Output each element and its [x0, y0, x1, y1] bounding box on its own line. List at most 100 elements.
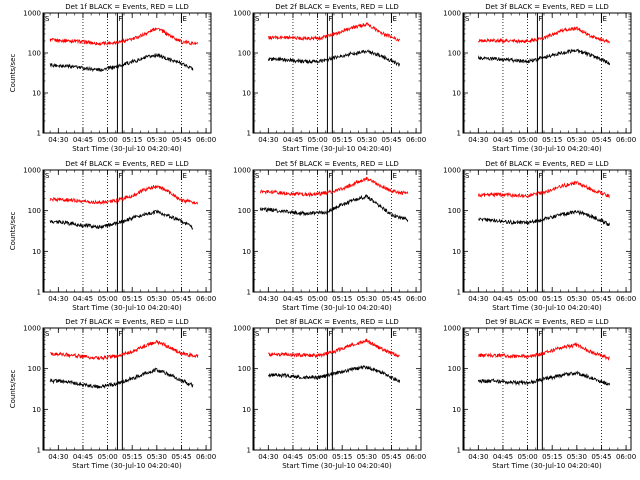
events-rate-line: [259, 193, 409, 223]
x-axis-label: Start Time (30-Jul-10 04:20:40): [492, 145, 602, 153]
x-tick-label: 05:45: [381, 453, 401, 461]
x-tick-label: 05:00: [97, 136, 117, 144]
x-tick-label: 04:45: [73, 295, 93, 303]
x-tick-label: 05:30: [567, 295, 587, 303]
lld-rate-line: [259, 176, 409, 198]
x-tick-label: 04:30: [468, 136, 488, 144]
y-tick-label: 1: [247, 130, 251, 138]
x-tick-label: 05:00: [307, 136, 327, 144]
plot-frame: [42, 327, 212, 451]
marker-label: S: [45, 172, 50, 180]
events-rate-line: [478, 209, 611, 226]
x-axis-label: Start Time (30-Jul-10 04:20:40): [72, 304, 182, 312]
x-tick-label: 05:30: [357, 136, 377, 144]
y-tick-label: 1: [457, 447, 461, 455]
y-tick-label: 10: [452, 406, 461, 414]
x-tick-label: 04:30: [48, 295, 68, 303]
x-tick-label: 05:15: [122, 295, 142, 303]
plot-frame: [252, 12, 422, 134]
y-tick-label: 100: [28, 365, 41, 373]
y-tick-label: 10: [32, 90, 41, 98]
marker-label: E: [182, 330, 186, 338]
y-axis-label: Counts/sec: [9, 54, 17, 93]
x-tick-label: 06:00: [616, 136, 636, 144]
marker-label: F: [328, 172, 332, 180]
y-tick-label: 100: [448, 207, 461, 215]
panel-title: Det 5f BLACK = Events, RED = LLD: [275, 160, 398, 168]
plot-frame: [252, 169, 422, 293]
panel-title: Det 7f BLACK = Events, RED = LLD: [65, 318, 188, 326]
marker-label: S: [255, 172, 260, 180]
marker-label: S: [465, 15, 470, 23]
panel-6: Det 6f BLACK = Events, RED = LLD S F E 1 10 10…: [443, 160, 636, 312]
marker-label: F: [538, 15, 542, 23]
x-axis-label: Start Time (30-Jul-10 04:20:40): [72, 145, 182, 153]
x-tick-label: 05:45: [591, 136, 611, 144]
marker-label: S: [45, 15, 50, 23]
x-tick-label: 05:00: [97, 295, 117, 303]
y-tick-label: 10: [452, 90, 461, 98]
x-tick-label: 05:00: [517, 295, 537, 303]
events-rate-line: [477, 48, 611, 66]
y-tick-label: 1000: [233, 10, 251, 18]
x-tick-label: 05:45: [171, 295, 191, 303]
x-tick-label: 05:30: [147, 136, 167, 144]
panel-4: Det 4f BLACK = Events, RED = LLD S F E 1 10 10…: [9, 160, 216, 312]
y-tick-label: 1000: [443, 325, 461, 333]
x-tick-label: 05:45: [381, 295, 401, 303]
x-tick-label: 05:15: [122, 453, 142, 461]
lld-rate-line: [477, 26, 610, 45]
marker-label: F: [118, 330, 122, 338]
x-tick-label: 05:15: [122, 136, 142, 144]
marker-label: F: [118, 15, 122, 23]
x-tick-label: 04:45: [283, 453, 303, 461]
x-tick-label: 05:30: [567, 136, 587, 144]
x-tick-label: 06:00: [196, 453, 216, 461]
y-tick-label: 10: [242, 90, 251, 98]
events-rate-line: [49, 367, 194, 389]
y-tick-label: 1: [247, 447, 251, 455]
lld-rate-line: [477, 180, 610, 199]
x-tick-label: 04:45: [493, 453, 513, 461]
marker-label: S: [255, 330, 260, 338]
x-tick-label: 04:30: [468, 453, 488, 461]
lld-rate-line: [50, 339, 199, 361]
x-tick-label: 04:45: [493, 136, 513, 144]
panel-7: Det 7f BLACK = Events, RED = LLD S F E 1 10 10…: [9, 318, 216, 470]
plot-frame: [42, 12, 212, 134]
events-rate-line: [268, 364, 401, 383]
x-tick-label: 04:30: [468, 295, 488, 303]
x-tick-label: 05:00: [307, 453, 327, 461]
x-tick-label: 05:45: [591, 453, 611, 461]
x-tick-label: 04:45: [73, 453, 93, 461]
x-tick-label: 05:15: [332, 136, 352, 144]
y-tick-label: 10: [452, 248, 461, 256]
marker-label: F: [328, 330, 332, 338]
x-tick-label: 06:00: [406, 453, 426, 461]
plot-frame: [462, 169, 632, 293]
y-axis-label: Counts/sec: [9, 370, 17, 409]
y-tick-label: 1000: [233, 325, 251, 333]
x-tick-label: 04:45: [493, 295, 513, 303]
plot-frame: [42, 169, 212, 293]
y-tick-label: 1000: [443, 167, 461, 175]
lld-rate-line: [478, 342, 610, 361]
y-tick-label: 1000: [23, 325, 41, 333]
x-tick-label: 05:15: [332, 453, 352, 461]
x-tick-label: 06:00: [616, 453, 636, 461]
y-tick-label: 10: [32, 406, 41, 414]
x-tick-label: 06:00: [406, 295, 426, 303]
x-tick-label: 05:15: [332, 295, 352, 303]
panel-1: Det 1f BLACK = Events, RED = LLD S F E 1 10 10…: [9, 3, 216, 153]
y-tick-label: 1000: [23, 167, 41, 175]
x-tick-label: 05:30: [357, 453, 377, 461]
y-tick-label: 1: [37, 289, 41, 297]
events-rate-line: [49, 209, 194, 230]
x-tick-label: 05:30: [147, 453, 167, 461]
x-axis-label: Start Time (30-Jul-10 04:20:40): [282, 145, 392, 153]
panel-2: Det 2f BLACK = Events, RED = LLD S F E 1 10 10…: [233, 3, 426, 153]
marker-label: E: [602, 15, 606, 23]
y-axis-label: Counts/sec: [9, 212, 17, 251]
x-tick-label: 05:30: [357, 295, 377, 303]
